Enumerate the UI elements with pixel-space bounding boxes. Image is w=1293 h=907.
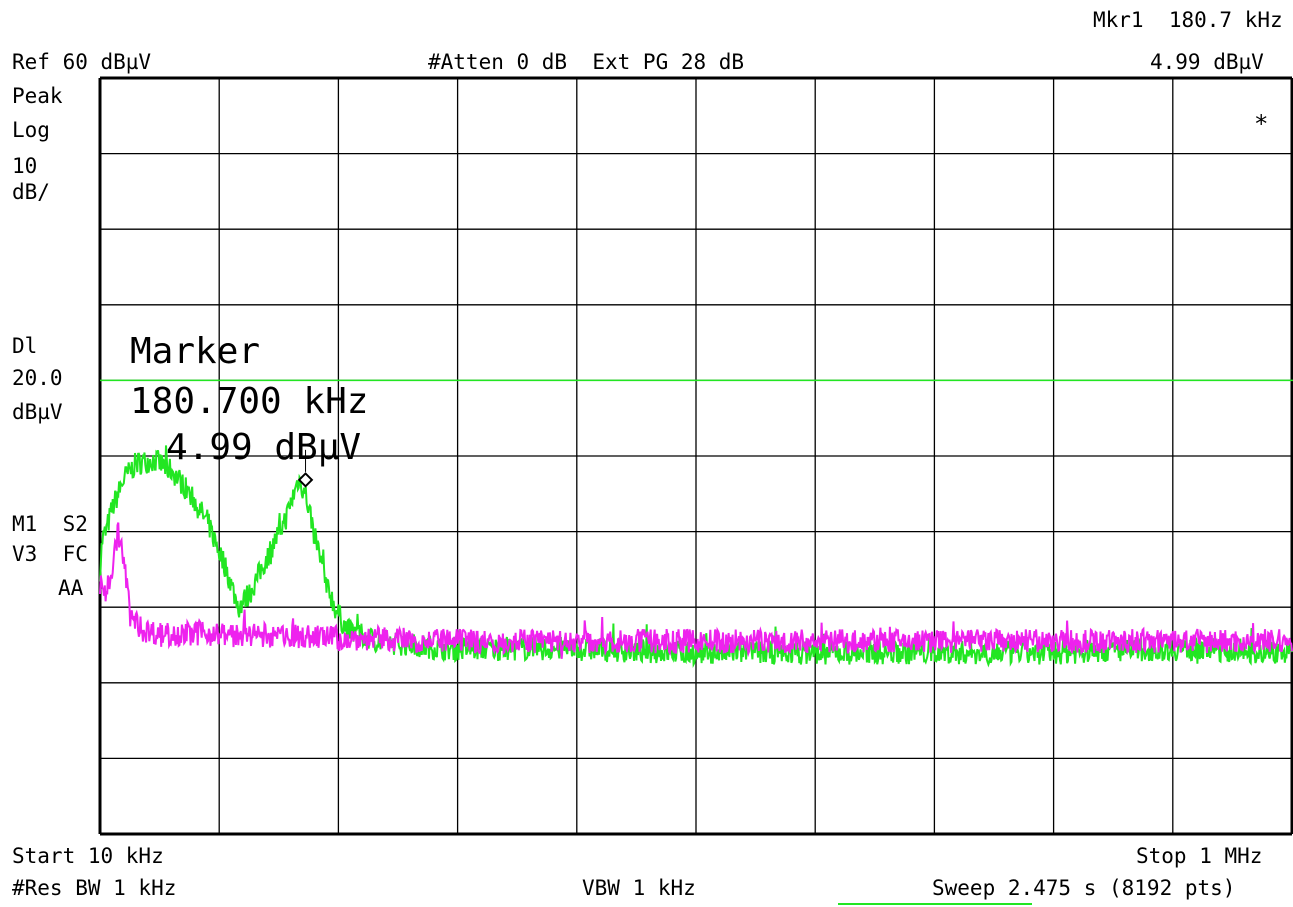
marker-readout-amplitude: 4.99 dBµV — [1150, 50, 1264, 74]
coupling-indicator: AA — [58, 576, 84, 600]
display-line-unit: dBµV — [12, 400, 63, 424]
scale-type: Log — [12, 118, 50, 142]
stop-frequency: Stop 1 MHz — [1136, 844, 1263, 868]
marker-frequency: 180.700 kHz — [130, 381, 369, 422]
attenuation-info: #Atten 0 dB Ext PG 28 dB — [428, 50, 745, 74]
start-frequency: Start 10 kHz — [12, 844, 164, 868]
asterisk-indicator: * — [1254, 110, 1269, 138]
display-line-label: Dl — [12, 334, 38, 358]
trace-mode-line-1: M1 S2 — [12, 512, 88, 536]
sweep-info: Sweep 2.475 s (8192 pts) — [932, 876, 1236, 900]
trace-mode-line-2: V3 FC — [12, 542, 88, 566]
resolution-bandwidth: #Res BW 1 kHz — [12, 876, 177, 900]
reference-level: Ref 60 dBµV — [12, 50, 152, 74]
marker-readout-frequency: Mkr1 180.7 kHz — [1093, 8, 1283, 32]
scale-unit: dB/ — [12, 180, 50, 204]
trace-2 — [99, 522, 1293, 659]
video-bandwidth: VBW 1 kHz — [582, 876, 696, 900]
scale-value: 10 — [12, 154, 38, 178]
detector-mode: Peak — [12, 84, 63, 108]
marker-amplitude: 4.99 dBµV — [166, 427, 362, 468]
marker-diamond — [297, 472, 314, 488]
marker-title: Marker — [130, 331, 261, 372]
sweep-progress-bar — [838, 903, 1032, 905]
display-line-value: 20.0 — [12, 366, 63, 390]
